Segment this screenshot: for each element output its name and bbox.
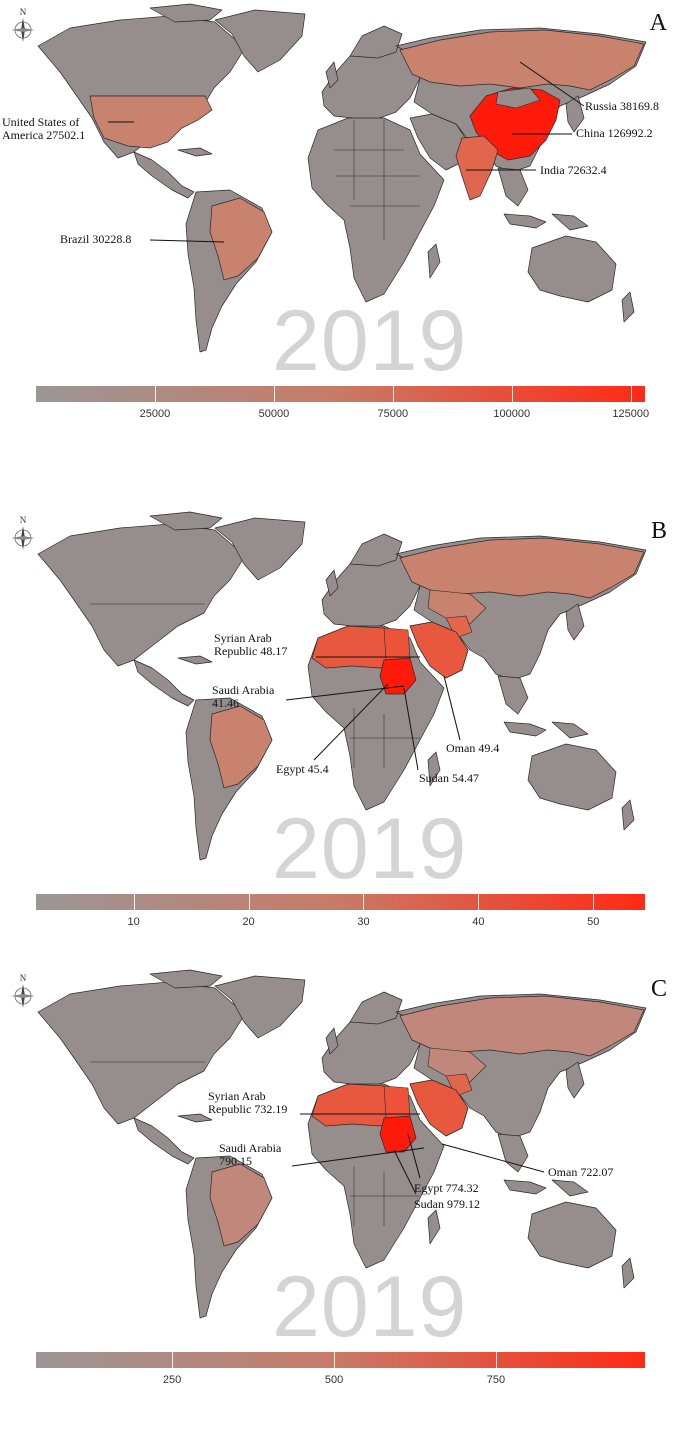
year-watermark: 2019: [272, 293, 468, 389]
annotation-line-1: Saudi Arabia: [212, 683, 275, 697]
legend-tick-label: 750: [486, 1374, 506, 1386]
legend-tick-label: 100000: [493, 408, 531, 420]
world-map-c: [37, 969, 647, 1319]
annotation-syria: Syrian Arab Republic 732.19: [208, 1090, 287, 1116]
annotation-line-1: United States of: [2, 115, 80, 129]
annotation-line-1: Egypt 45.4: [276, 762, 329, 776]
annotation-line-2: 41.46: [212, 696, 239, 710]
annotation-line-2: Republic 732.19: [208, 1102, 288, 1116]
legend-tick-mark: [248, 894, 250, 910]
legend-tick-label: 20: [242, 916, 255, 928]
annotation-line-2: America 27502.1: [2, 128, 86, 142]
legend-tick-mark: [172, 1352, 174, 1368]
country-brazil-c: [209, 1163, 273, 1247]
legend-tick-mark: [133, 894, 135, 910]
world-map-b: [37, 511, 647, 861]
north-arrow-compass-icon: N: [11, 7, 35, 42]
svg-text:N: N: [20, 973, 27, 983]
legend-tick-mark: [630, 386, 632, 402]
legend-tick-label: 50: [587, 916, 600, 928]
country-arabia-b: [409, 621, 469, 679]
annotation-saudi-arabia: Saudi Arabia 41.46: [212, 684, 274, 710]
legend-tick-mark: [334, 1352, 336, 1368]
world-map-a: [37, 3, 647, 353]
annotation-saudi-arabia: Saudi Arabia 790.15: [219, 1142, 281, 1168]
country-sudan-c: [379, 1115, 417, 1153]
country-arabia-c: [409, 1079, 469, 1137]
annotation-line-1: China 126992.2: [576, 126, 653, 140]
country-egypt-c: [383, 1085, 411, 1119]
annotation-oman: Oman 722.07: [548, 1166, 613, 1179]
map-panel-c: N C 2019 Syrian Arab Republic 732.19 Sau…: [0, 966, 675, 1436]
annotation-line-2: 790.15: [219, 1154, 252, 1168]
legend-tick-label: 125000: [612, 408, 650, 420]
annotation-sudan: Sudan 979.12: [414, 1198, 480, 1211]
legend-tick-label: 75000: [377, 408, 409, 420]
legend-tick-mark: [154, 386, 156, 402]
year-watermark: 2019: [272, 1259, 468, 1355]
year-watermark: 2019: [272, 801, 468, 897]
panel-letter: C: [650, 976, 667, 1002]
annotation-line-1: Syrian Arab: [208, 1089, 266, 1103]
annotation-russia: Russia 38169.8: [585, 100, 659, 113]
country-egypt-b: [383, 627, 411, 661]
legend-tick-mark: [392, 386, 394, 402]
country-sudan-b: [379, 657, 417, 695]
annotation-line-1: Egypt 774.32: [414, 1181, 479, 1195]
country-brazil-b: [209, 705, 273, 789]
country-central-asia-b: [427, 589, 487, 625]
country-india-a: [455, 135, 499, 201]
legend-tick-mark: [273, 386, 275, 402]
annotation-egypt: Egypt 774.32: [414, 1182, 479, 1195]
annotation-china: China 126992.2: [576, 127, 653, 140]
color-legend-bar: [36, 1352, 645, 1368]
panel-letter: A: [649, 10, 667, 36]
svg-text:N: N: [20, 515, 27, 525]
north-arrow-compass-icon: N: [11, 515, 35, 550]
annotation-line-1: Sudan 979.12: [414, 1197, 480, 1211]
annotation-brazil: Brazil 30228.8: [60, 233, 131, 246]
country-brazil-a: [209, 197, 273, 281]
annotation-line-1: India 72632.4: [540, 163, 607, 177]
annotation-usa: United States of America 27502.1: [2, 116, 85, 142]
legend-tick-label: 30: [357, 916, 370, 928]
annotation-egypt: Egypt 45.4: [276, 763, 329, 776]
north-arrow-compass-icon: N: [11, 973, 35, 1008]
legend-tick-mark: [495, 1352, 497, 1368]
annotation-oman: Oman 49.4: [446, 742, 499, 755]
legend-tick-label: 10: [127, 916, 140, 928]
legend-tick-mark: [478, 894, 480, 910]
country-mongolia-a: [495, 87, 541, 109]
annotation-sudan: Sudan 54.47: [419, 772, 479, 785]
map-panel-a: N A 2019 United States of America 27502.…: [0, 0, 675, 470]
country-central-asia-c: [427, 1047, 487, 1083]
annotation-line-1: Oman 49.4: [446, 741, 500, 755]
annotation-line-1: Oman 722.07: [548, 1165, 614, 1179]
panel-letter: B: [650, 518, 667, 544]
legend-tick-label: 50000: [258, 408, 290, 420]
country-china-a: [469, 87, 561, 161]
legend-tick-mark: [593, 894, 595, 910]
annotation-line-1: Syrian Arab: [214, 631, 272, 645]
annotation-line-1: Sudan 54.47: [419, 771, 479, 785]
legend-tick-label: 25000: [139, 408, 171, 420]
legend-tick-mark: [363, 894, 365, 910]
color-legend-bar: [36, 894, 645, 910]
country-usa-a: [89, 95, 213, 149]
legend-tick-label: 500: [324, 1374, 344, 1386]
annotation-line-1: Brazil 30228.8: [60, 232, 132, 246]
legend-tick-label: 250: [162, 1374, 182, 1386]
country-russia-a: [399, 29, 645, 91]
svg-text:N: N: [20, 7, 27, 17]
annotation-line-1: Saudi Arabia: [219, 1141, 282, 1155]
annotation-line-2: Republic 48.17: [214, 644, 288, 658]
annotation-line-1: Russia 38169.8: [585, 99, 660, 113]
legend-tick-mark: [511, 386, 513, 402]
legend-tick-label: 40: [472, 916, 485, 928]
annotation-syria: Syrian Arab Republic 48.17: [214, 632, 287, 658]
map-panel-b: N B 2019 Syrian Arab Republic 48.17 Saud…: [0, 508, 675, 978]
color-legend-bar: [36, 386, 645, 402]
annotation-india: India 72632.4: [540, 164, 607, 177]
